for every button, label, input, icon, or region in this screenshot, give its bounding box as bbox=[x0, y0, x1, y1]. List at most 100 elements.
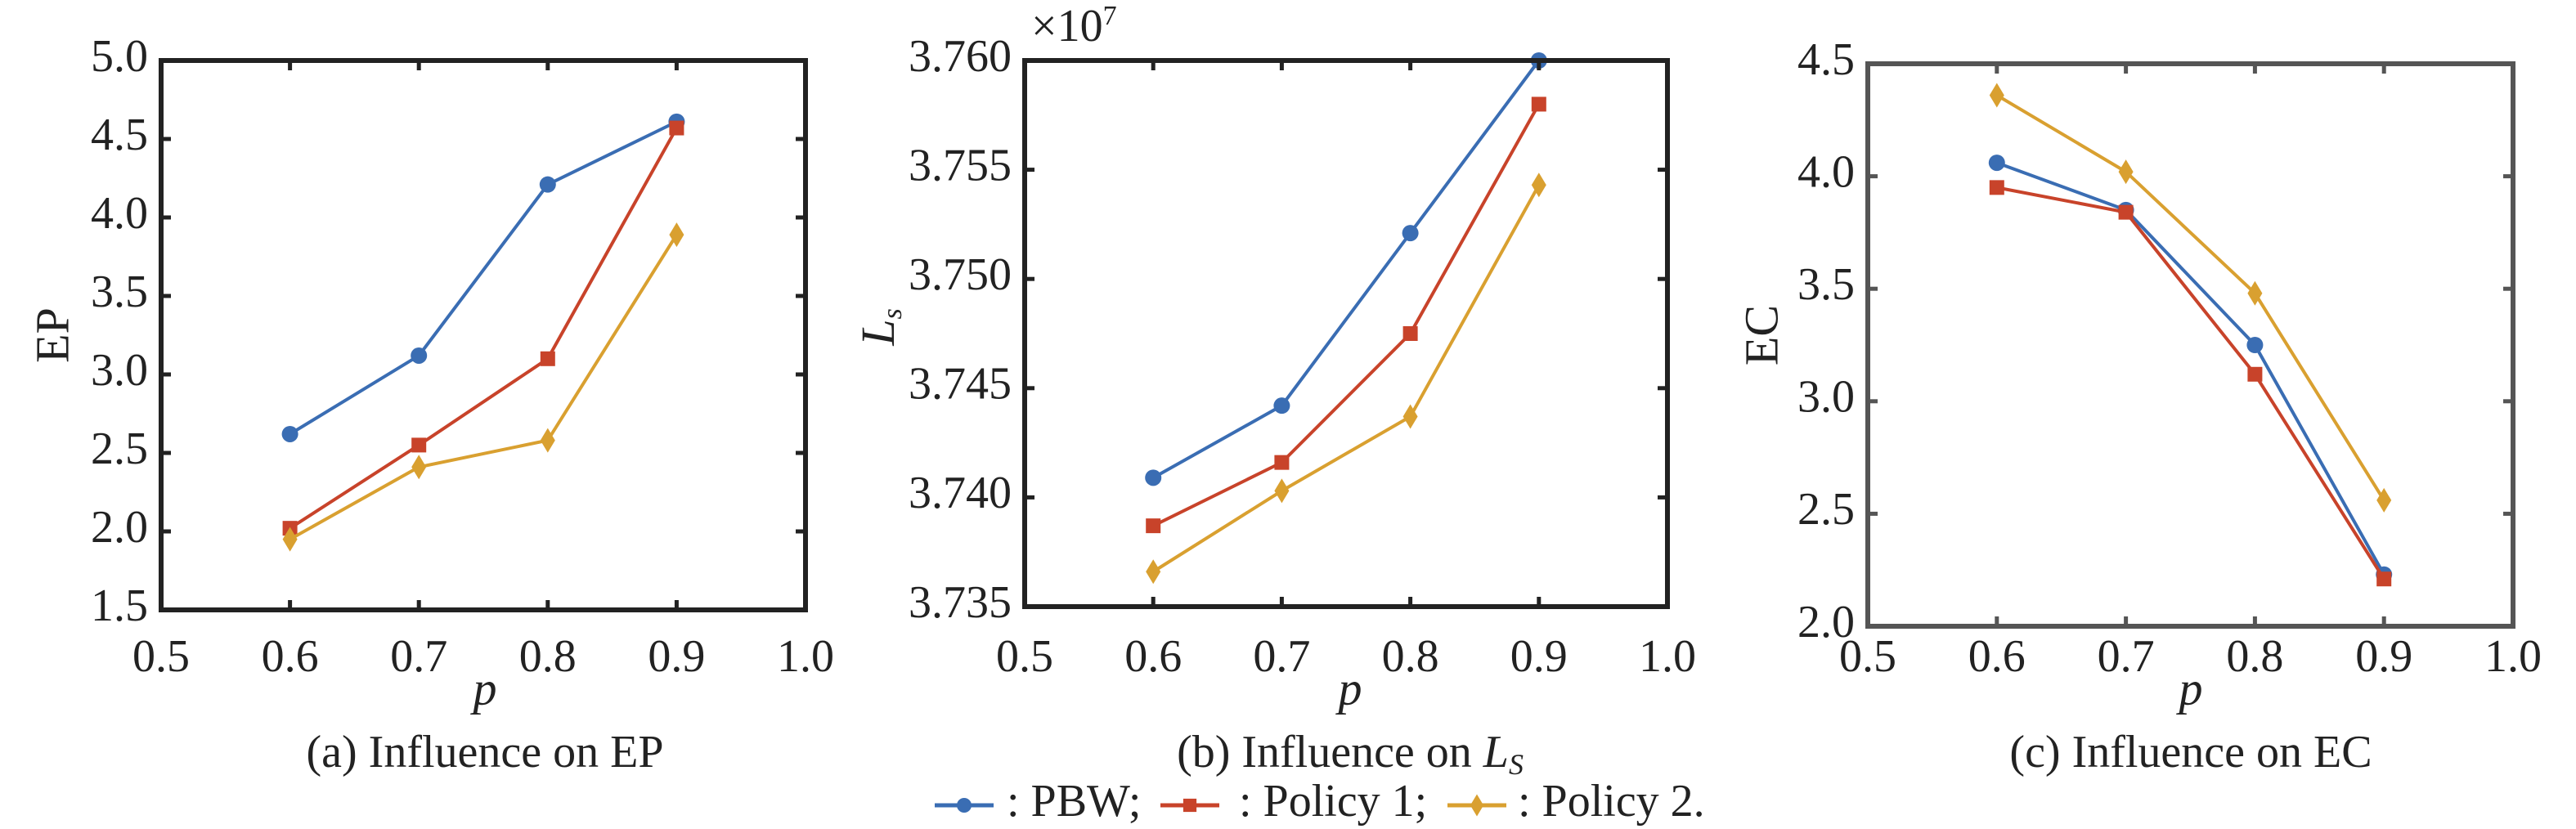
x-tick-label: 0.7 bbox=[1253, 631, 1310, 682]
data-point bbox=[669, 222, 684, 248]
y-tick-label: 3.740 bbox=[909, 468, 1012, 518]
y-tick-label: 3.760 bbox=[909, 31, 1012, 82]
chart-ec: 0.5 0.6 0.7 0.8 0.9 1.0 2.0 2.5 3.0 3.5 4.0 4.5 p EC (… bbox=[1735, 34, 2542, 777]
x-tick-label: 0.6 bbox=[1968, 631, 2026, 682]
legend-square-marker-icon bbox=[1183, 798, 1197, 813]
series-line-pbw bbox=[1152, 59, 1541, 480]
legend-label: : Policy 1; bbox=[1239, 776, 1427, 827]
x-tick-label: 0.8 bbox=[519, 631, 577, 682]
y-axis-label: Ls bbox=[851, 308, 907, 347]
legend-item-policy-2: : Policy 2. bbox=[1447, 776, 1705, 827]
x-axis-label: p bbox=[2176, 661, 2203, 715]
legend-label: : PBW; bbox=[1007, 776, 1141, 827]
x-tick-label: 0.7 bbox=[2098, 631, 2155, 682]
caption-subscript: S bbox=[1509, 748, 1524, 781]
chart-ls: 0.5 0.6 0.7 0.8 0.9 1.0 3.735 3.740 3.745 3.750 3.… bbox=[851, 1, 1696, 781]
data-point bbox=[282, 527, 298, 552]
y-tick-label: 5.0 bbox=[91, 31, 148, 82]
data-point bbox=[1988, 155, 2005, 172]
x-tick-label: 1.0 bbox=[1639, 631, 1696, 682]
legend-item-policy-1: : Policy 1; bbox=[1160, 776, 1427, 827]
data-point bbox=[2376, 487, 2392, 513]
data-point bbox=[1402, 326, 1418, 341]
series-line-pbw bbox=[1996, 161, 2385, 576]
series-line-policy-1 bbox=[1152, 103, 1541, 527]
multiplier-base: ×10 bbox=[1031, 1, 1103, 52]
x-tick-label: 1.0 bbox=[2484, 631, 2542, 682]
x-tick-label: 0.5 bbox=[1839, 631, 1896, 682]
data-point bbox=[1402, 225, 1419, 242]
data-point bbox=[1146, 559, 1161, 585]
data-point bbox=[540, 428, 555, 453]
x-tick-label: 0.5 bbox=[132, 631, 190, 682]
data-point bbox=[2247, 366, 2263, 382]
chart-caption: (b) Influence on LS bbox=[1177, 727, 1524, 781]
y-tick-label: 3.0 bbox=[91, 345, 148, 396]
legend-diamond-marker-icon bbox=[1470, 794, 1484, 817]
data-point bbox=[1145, 469, 1162, 486]
legend: : PBW; : Policy 1; : Policy 2. bbox=[935, 776, 1705, 827]
x-tick-label: 0.9 bbox=[1510, 631, 1568, 682]
x-tick-label: 0.8 bbox=[2226, 631, 2283, 682]
series-line-policy-2 bbox=[1152, 184, 1541, 573]
y-axis-label: EP bbox=[25, 307, 79, 363]
axes-box bbox=[1022, 58, 1670, 609]
caption-text: (b) Influence on bbox=[1177, 727, 1483, 777]
series-line-pbw bbox=[289, 120, 678, 436]
data-point bbox=[539, 176, 556, 193]
chart-caption: (c) Influence on EC bbox=[2009, 727, 2372, 777]
y-tick-label: 4.0 bbox=[1797, 146, 1855, 197]
data-point bbox=[1989, 83, 2004, 108]
series-line-policy-2 bbox=[1995, 93, 2385, 501]
legend-label: : Policy 2. bbox=[1518, 776, 1705, 827]
x-tick-label: 0.7 bbox=[390, 631, 447, 682]
data-point bbox=[411, 437, 427, 453]
data-point bbox=[411, 455, 427, 480]
series-line-policy-2 bbox=[289, 234, 679, 541]
chart-ep: 0.5 0.6 0.7 0.8 0.9 1.0 1.5 2.0 2.5 3.0 3.5 4.0 4.5 5… bbox=[25, 31, 834, 777]
series-line-policy-1 bbox=[1996, 186, 2385, 580]
series-line-policy-1 bbox=[289, 127, 679, 530]
legend-item-pbw: : PBW; bbox=[935, 776, 1141, 827]
y-tick-label: 4.5 bbox=[1797, 34, 1855, 85]
x-tick-label: 0.9 bbox=[648, 631, 705, 682]
data-point bbox=[411, 347, 428, 364]
data-point bbox=[2246, 337, 2264, 353]
x-axis-label: p bbox=[470, 661, 497, 715]
caption-symbol: L bbox=[1483, 727, 1509, 777]
multiplier-exponent: 7 bbox=[1103, 1, 1117, 31]
y-tick-label: 1.5 bbox=[91, 580, 148, 631]
data-point bbox=[1274, 455, 1290, 470]
data-point bbox=[2247, 280, 2263, 306]
x-tick-label: 1.0 bbox=[777, 631, 834, 682]
data-point bbox=[1274, 478, 1290, 504]
y-tick-label: 3.750 bbox=[909, 249, 1012, 300]
data-point bbox=[281, 425, 298, 442]
y-tick-label: 3.5 bbox=[91, 267, 148, 317]
data-point bbox=[1273, 397, 1290, 414]
y-tick-label: 3.745 bbox=[909, 359, 1012, 410]
y-tick-label: 2.0 bbox=[91, 502, 148, 553]
data-point bbox=[2376, 571, 2392, 587]
y-axis-label-sub: s bbox=[877, 308, 908, 319]
data-point bbox=[1531, 173, 1546, 198]
data-point bbox=[2118, 159, 2134, 185]
x-axis-label: p bbox=[1335, 661, 1362, 715]
legend-circle-marker-icon bbox=[957, 798, 972, 813]
axes-box bbox=[159, 58, 808, 612]
y-tick-label: 4.5 bbox=[91, 110, 148, 160]
chart-caption: (a) Influence on EP bbox=[307, 727, 664, 777]
y-tick-label: 3.735 bbox=[909, 577, 1012, 628]
axes-box bbox=[1865, 61, 2515, 629]
y-axis-label: EC bbox=[1735, 305, 1788, 365]
y-tick-label: 3.5 bbox=[1797, 259, 1855, 310]
y-tick-label: 2.0 bbox=[1797, 597, 1855, 648]
y-tick-label: 3.755 bbox=[909, 140, 1012, 190]
y-tick-label: 2.5 bbox=[1797, 484, 1855, 535]
data-point bbox=[1989, 180, 2004, 195]
data-point bbox=[2118, 204, 2134, 220]
x-tick-label: 0.8 bbox=[1382, 631, 1439, 682]
x-tick-label: 0.9 bbox=[2355, 631, 2412, 682]
x-tick-label: 0.6 bbox=[262, 631, 319, 682]
